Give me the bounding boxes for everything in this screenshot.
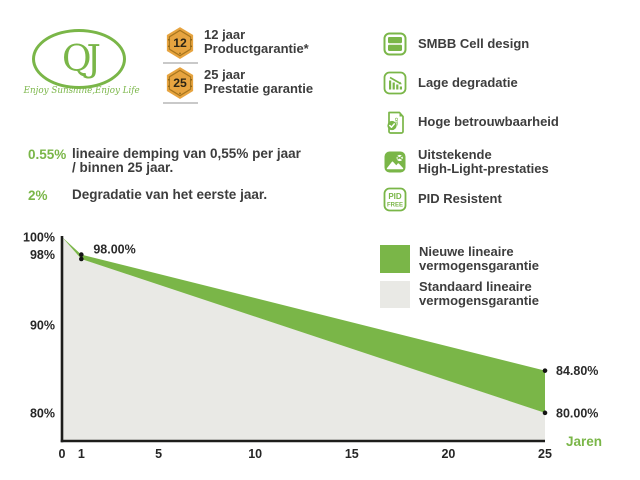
stat-value: 0.55% bbox=[28, 147, 67, 162]
legend-label-new-warranty: Nieuwe lineaire vermogensgarantie bbox=[419, 244, 539, 273]
feature-label: Uitstekende High-Light-prestaties bbox=[418, 147, 549, 176]
y-tick-label: 80% bbox=[30, 406, 55, 420]
y-tick-label: 98% bbox=[30, 248, 55, 262]
data-point-label: 98.00% bbox=[93, 243, 135, 257]
feature-lage-degradatie: Lage degradatie bbox=[383, 70, 518, 96]
solar-cell-icon bbox=[383, 32, 407, 56]
badge-divider bbox=[163, 102, 198, 104]
svg-text:ISO: ISO bbox=[394, 117, 399, 125]
new-warranty-area bbox=[62, 237, 545, 413]
warranty-degradation-chart: 100%98%90%80%0 1 5 10 15 20 2598.00%84.80%80.0… bbox=[23, 231, 602, 462]
badge-row-product-warranty: 12 12 jaar Productgarantie* bbox=[165, 26, 309, 60]
data-point-label: 80.00% bbox=[556, 406, 598, 420]
feature-label: PID Resistent bbox=[418, 191, 502, 207]
stat-linear-degradation: 0.55% lineaire demping van 0,55% per jaa… bbox=[28, 147, 301, 175]
logo-monogram: QJ bbox=[62, 39, 101, 80]
logo-tagline: Enjoy Sunshine,Enjoy Life bbox=[23, 86, 140, 96]
badge-title: Productgarantie* bbox=[204, 40, 309, 56]
x-tick-label: 20 bbox=[441, 447, 455, 461]
badge-divider bbox=[163, 62, 198, 64]
hexagon-12-badge-icon: 12 bbox=[166, 27, 194, 59]
y-tick-label: 100% bbox=[23, 231, 55, 245]
legend-label-standard-warranty: Standaard lineaire vermogensgarantie bbox=[419, 279, 539, 308]
landscape-sun-icon bbox=[384, 151, 406, 172]
feature-high-light-prestaties: Uitstekende High-Light-prestaties bbox=[383, 148, 549, 175]
x-axis-title: Jaren bbox=[566, 434, 602, 449]
data-point-dot bbox=[79, 256, 84, 262]
stat-text: Degradatie van het eerste jaar. bbox=[72, 187, 268, 202]
data-point-dot bbox=[79, 252, 84, 257]
feature-pid-resistent: PID FREE PID Resistent bbox=[383, 186, 502, 212]
standard-warranty-area bbox=[62, 237, 545, 441]
data-point-dot bbox=[542, 410, 548, 416]
stat-text: lineaire demping van 0,55% per jaar / bi… bbox=[72, 146, 301, 175]
svg-text:FREE: FREE bbox=[387, 202, 403, 208]
hexagon-25-badge-icon: 25 bbox=[166, 67, 194, 99]
stat-first-year-degradation: 2% Degradatie van het eerste jaar. bbox=[28, 187, 268, 204]
x-tick-label: 25 bbox=[538, 447, 552, 461]
y-tick-label: 90% bbox=[30, 318, 55, 332]
feature-smbb-cell-design: SMBB Cell design bbox=[383, 31, 529, 57]
x-tick-label: 5 bbox=[155, 447, 162, 461]
feature-hoge-betrouwbaarheid: ISO Hoge betrouwbaarheid bbox=[383, 109, 559, 135]
feature-label: Lage degradatie bbox=[418, 75, 518, 91]
x-tick-label: 10 bbox=[248, 447, 262, 461]
badge-years: 25 jaar bbox=[204, 67, 246, 82]
badge-text-performance-warranty: 25 jaar Prestatie garantie bbox=[204, 68, 313, 95]
badge-text-product-warranty: 12 jaar Productgarantie* bbox=[204, 28, 309, 55]
feature-label: Hoge betrouwbaarheid bbox=[418, 114, 559, 130]
data-point-label: 84.80% bbox=[556, 364, 598, 378]
pid-free-icon: PID FREE bbox=[383, 187, 407, 211]
logo-oval: QJ bbox=[32, 29, 126, 89]
svg-text:12: 12 bbox=[173, 36, 187, 50]
x-tick-label: 0 bbox=[59, 447, 66, 461]
feature-label: SMBB Cell design bbox=[418, 36, 530, 52]
x-tick-label: 1 bbox=[78, 447, 85, 461]
badge-row-performance-warranty: 25 25 jaar Prestatie garantie bbox=[165, 66, 313, 100]
degradation-chart-icon bbox=[383, 71, 407, 95]
data-point-dot bbox=[542, 368, 548, 373]
badge-years: 12 jaar bbox=[204, 27, 246, 42]
badge-title: Prestatie garantie bbox=[204, 80, 314, 96]
svg-text:PID: PID bbox=[388, 192, 402, 201]
svg-text:25: 25 bbox=[173, 76, 187, 90]
x-tick-label: 15 bbox=[345, 447, 359, 461]
certificate-check-icon: ISO bbox=[387, 111, 404, 134]
legend-swatch-standard-warranty bbox=[380, 281, 410, 308]
legend-swatch-new-warranty bbox=[380, 245, 410, 273]
stat-value: 2% bbox=[28, 188, 48, 203]
